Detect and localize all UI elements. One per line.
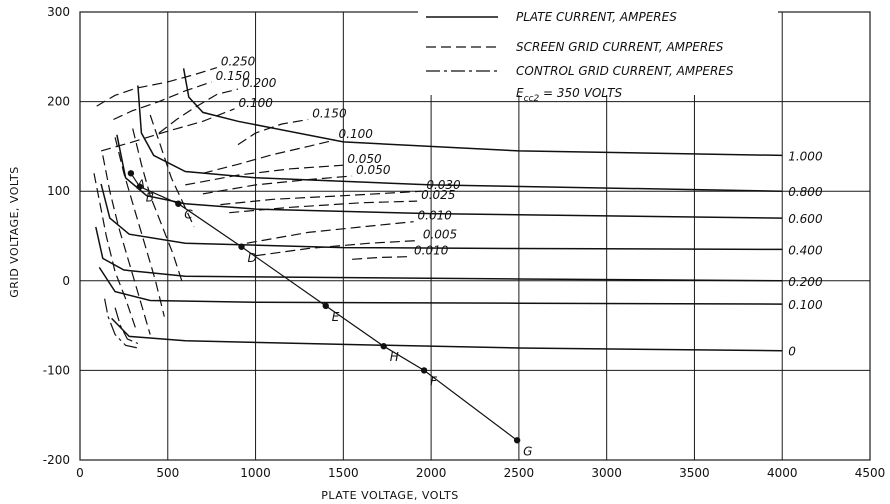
legend-label-plate: PLATE CURRENT, AMPERES xyxy=(516,10,677,24)
plate-current-label: 0.200 xyxy=(788,275,823,289)
screen-grid-current-curve xyxy=(202,139,335,174)
screen-grid-current-curve xyxy=(114,137,165,317)
load-point-marker xyxy=(322,302,329,310)
y-tick-label: 100 xyxy=(47,184,70,198)
load-point-marker xyxy=(136,183,143,190)
y-tick-label: 300 xyxy=(47,5,70,19)
screen-grid-current-label: 0.025 xyxy=(421,188,455,202)
plate-current-curve xyxy=(95,226,783,282)
load-point-marker xyxy=(238,243,245,250)
grid-lines xyxy=(79,11,871,461)
plate-current-curve xyxy=(111,317,783,352)
load-point-label: B xyxy=(146,191,154,205)
y-axis-label: GRID VOLTAGE, VOLTS xyxy=(8,166,21,297)
x-tick-label: 4000 xyxy=(767,466,798,480)
curve-labels: 1.0000.8000.6000.4000.2000.10000.2500.15… xyxy=(216,55,823,359)
screen-grid-current-label: 0.100 xyxy=(238,96,273,110)
plate-current-label: 0.800 xyxy=(788,185,823,199)
load-point-label: G xyxy=(523,444,532,458)
screen-grid-current-label: 0.050 xyxy=(347,152,382,166)
plate-current-curve xyxy=(182,68,783,157)
screen-grid-current-label: 0.010 xyxy=(418,209,453,223)
x-tick-label: 1500 xyxy=(328,466,359,480)
legend: PLATE CURRENT, AMPERES SCREEN GRID CURRE… xyxy=(418,3,778,104)
plate-current-label: 1.000 xyxy=(788,149,823,163)
plate-current-label: 0 xyxy=(788,345,796,359)
load-line-group: ABCDEHFG xyxy=(127,170,532,458)
screen-grid-current-curve xyxy=(93,173,137,331)
legend-background xyxy=(418,3,778,95)
load-point-label: E xyxy=(332,310,340,324)
load-line xyxy=(130,172,518,441)
x-tick-label: 2500 xyxy=(504,466,535,480)
screen-grid-current-label: 0.005 xyxy=(423,227,457,241)
tick-labels: 0 500 1000 1500 2000 2500 3000 3500 4000 4500-200… xyxy=(43,5,886,480)
screen-grid-current-curve xyxy=(96,67,218,107)
screen-grid-current-curve xyxy=(132,128,183,281)
legend-label-ecc2: Ecc2 = 350 VOLTS xyxy=(516,86,622,104)
screen-grid-current-curve xyxy=(185,164,344,186)
control-grid-current-curve xyxy=(114,307,139,345)
load-point-label: H xyxy=(390,350,399,364)
load-point-marker xyxy=(175,200,182,207)
plate-current-curve xyxy=(137,85,783,192)
screen-grid-current-label: 0.150 xyxy=(312,107,347,121)
y-tick-label: -200 xyxy=(43,453,70,467)
load-point-marker xyxy=(127,170,135,177)
screen-grid-current-curve xyxy=(149,114,195,228)
x-tick-label: 1000 xyxy=(240,466,271,480)
screen-grid-current-curve xyxy=(102,155,151,335)
screen-grid-current-curve xyxy=(352,256,411,260)
screen-grid-current-label: 0.200 xyxy=(242,76,277,90)
legend-ecc2-rest: = 350 VOLTS xyxy=(539,86,622,100)
x-tick-label: 2000 xyxy=(416,466,447,480)
plate-current-curve xyxy=(98,266,783,305)
y-tick-label: -100 xyxy=(43,363,70,377)
screen-grid-current-curve xyxy=(255,239,419,257)
control-grid-current-curve xyxy=(104,298,139,349)
plate-current-curve xyxy=(116,134,783,219)
screen-grid-current-curve xyxy=(202,175,353,195)
plate-current-label: 0.400 xyxy=(788,243,823,257)
screen-grid-current-curve xyxy=(220,190,423,206)
legend-ecc2-main: E xyxy=(516,86,524,100)
y-tick-label: 0 xyxy=(62,274,70,288)
load-point-marker xyxy=(420,367,428,374)
plate-current-label: 0.100 xyxy=(788,298,823,312)
legend-label-control: CONTROL GRID CURRENT, AMPERES xyxy=(516,64,734,78)
load-point-marker xyxy=(513,437,521,444)
plate-current-curve xyxy=(100,183,783,251)
screen-grid-current-curve xyxy=(237,118,309,146)
load-point-label: C xyxy=(184,208,193,222)
screen-grid-current-label: 0.050 xyxy=(356,163,391,177)
x-tick-label: 3000 xyxy=(591,466,622,480)
screen-grid-current-curve xyxy=(113,81,212,121)
legend-label-screen: SCREEN GRID CURRENT, AMPERES xyxy=(516,40,724,54)
screen-grid-current-curve xyxy=(158,88,239,134)
load-point-label: D xyxy=(248,251,257,265)
y-tick-label: 200 xyxy=(47,95,70,109)
screen-grid-current-label: 0.150 xyxy=(216,69,251,83)
screen-grid-current-label: 0.030 xyxy=(426,178,461,192)
load-point-marker xyxy=(380,343,387,350)
screen-grid-current-curve xyxy=(100,108,235,152)
series-lines xyxy=(93,67,783,352)
screen-grid-current-curve xyxy=(246,221,414,244)
x-tick-label: 3500 xyxy=(679,466,710,480)
screen-grid-current-label: 0.100 xyxy=(339,127,374,141)
plate-current-label: 0.600 xyxy=(788,212,823,226)
x-tick-label: 4500 xyxy=(855,466,886,480)
screen-grid-current-label: 0.010 xyxy=(414,244,449,258)
legend-ecc2-sub: cc2 xyxy=(524,94,540,104)
x-axis-label: PLATE VOLTAGE, VOLTS xyxy=(321,489,458,502)
screen-grid-current-label: 0.250 xyxy=(221,55,256,69)
x-tick-label: 500 xyxy=(156,466,179,480)
x-tick-label: 0 xyxy=(76,466,84,480)
screen-grid-current-curve xyxy=(229,200,418,214)
load-point-label: F xyxy=(430,374,438,388)
